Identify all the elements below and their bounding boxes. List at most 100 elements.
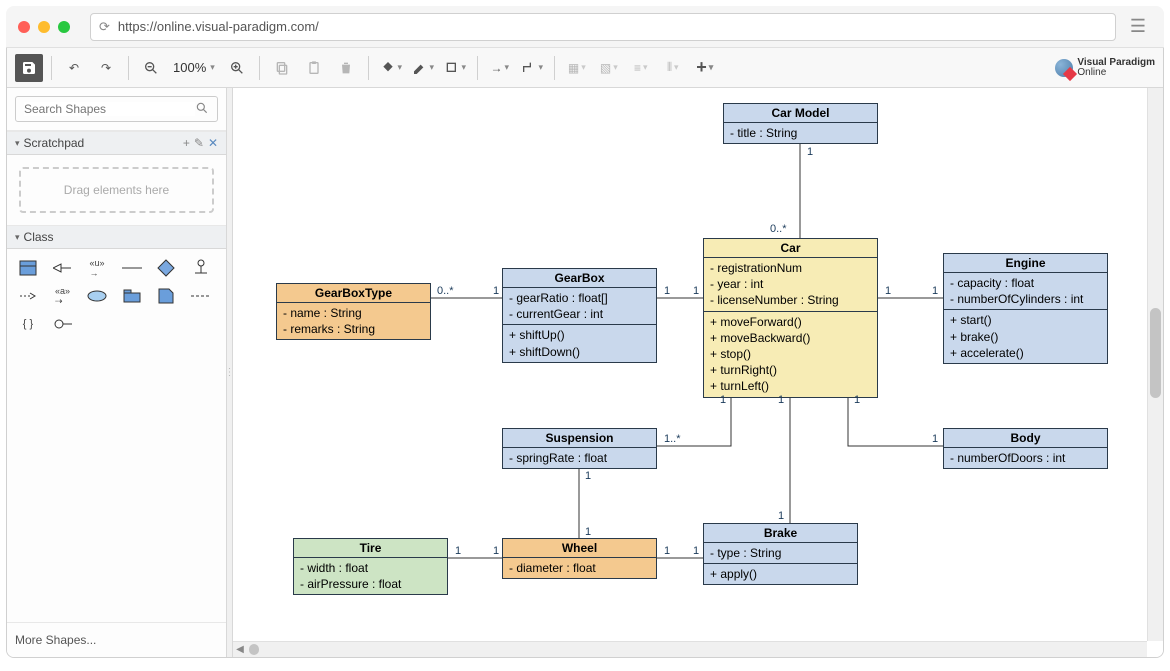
browser-chrome: ⟳ https://online.visual-paradigm.com/ ☰ [6, 6, 1164, 48]
class-palette-header[interactable]: ▾ Class [7, 225, 226, 249]
save-button[interactable] [15, 54, 43, 82]
search-shapes-input[interactable] [15, 96, 218, 122]
multiplicity-label: 1 [491, 545, 501, 557]
class-attribute: - springRate : float [509, 450, 650, 466]
shadow-button[interactable] [441, 54, 469, 82]
uml-class-gearboxtype[interactable]: GearBoxType- name : String- remarks : St… [276, 283, 431, 340]
palette-realization-icon[interactable]: «a»⇢ [52, 287, 74, 305]
sidebar: ▾ Scratchpad + ✎ ✕ Drag elements here ▾ … [7, 88, 227, 657]
scratchpad-header[interactable]: ▾ Scratchpad + ✎ ✕ [7, 131, 226, 155]
to-back-button[interactable]: ▧ [595, 54, 623, 82]
class-attribute: - numberOfDoors : int [950, 450, 1101, 466]
multiplicity-label: 0..* [435, 285, 456, 297]
palette-diamond-icon[interactable] [155, 259, 177, 277]
palette-interface-icon[interactable] [190, 259, 212, 277]
menu-icon[interactable]: ☰ [1124, 13, 1152, 41]
fill-color-button[interactable] [377, 54, 405, 82]
close-icon[interactable]: ✕ [208, 136, 218, 150]
multiplicity-label: 1 [930, 433, 940, 445]
add-button[interactable]: + [691, 54, 719, 82]
class-title: Suspension [503, 429, 656, 448]
class-title: Brake [704, 524, 857, 543]
close-window[interactable] [18, 21, 30, 33]
horizontal-scrollbar[interactable]: ◀ [233, 641, 1147, 657]
palette-lollipop-icon[interactable] [52, 315, 74, 333]
undo-button[interactable]: ↶ [60, 54, 88, 82]
chevron-down-icon: ▾ [15, 138, 20, 149]
class-title: Tire [294, 539, 447, 558]
url-bar[interactable]: ⟳ https://online.visual-paradigm.com/ [90, 13, 1116, 41]
logo: Visual ParadigmOnline [1055, 58, 1155, 78]
window-controls [18, 21, 70, 33]
search-icon [195, 101, 209, 118]
copy-button[interactable] [268, 54, 296, 82]
class-title: GearBoxType [277, 284, 430, 303]
uml-class-car[interactable]: Car- registrationNum- year : int- licens… [703, 238, 878, 398]
class-title: Body [944, 429, 1107, 448]
class-title: Wheel [503, 539, 656, 558]
class-attribute: - registrationNum [710, 260, 871, 276]
class-title: Engine [944, 254, 1107, 273]
vertical-scrollbar[interactable] [1147, 88, 1163, 641]
scroll-left-icon[interactable]: ◀ [233, 642, 247, 657]
uml-class-suspension[interactable]: Suspension - springRate : float [502, 428, 657, 469]
scratchpad-dropzone[interactable]: Drag elements here [19, 167, 214, 213]
to-front-button[interactable]: ▦ [563, 54, 591, 82]
uml-class-carmodel[interactable]: Car Model - title : String [723, 103, 878, 144]
class-operation: + shiftDown() [509, 344, 650, 360]
uml-class-gearbox[interactable]: GearBox- gearRatio : float[]- currentGea… [502, 268, 657, 363]
palette-line-icon[interactable] [121, 259, 143, 277]
multiplicity-label: 1 [930, 285, 940, 297]
palette-class-icon[interactable] [17, 259, 39, 277]
multiplicity-label: 1 [583, 526, 593, 538]
zoom-out-button[interactable] [137, 54, 165, 82]
chevron-down-icon: ▾ [15, 232, 20, 243]
distribute-button[interactable]: ⫴ [659, 54, 687, 82]
multiplicity-label: 1 [662, 545, 672, 557]
class-attribute: - remarks : String [283, 321, 424, 337]
maximize-window[interactable] [58, 21, 70, 33]
line-color-button[interactable] [409, 54, 437, 82]
class-operation: + brake() [950, 329, 1101, 345]
palette-generalization-icon[interactable] [52, 259, 74, 277]
url-text: https://online.visual-paradigm.com/ [118, 19, 319, 34]
class-attribute: - gearRatio : float[] [509, 290, 650, 306]
more-shapes-link[interactable]: More Shapes... [7, 622, 226, 657]
waypoint-button[interactable] [518, 54, 546, 82]
palette-dependency-icon[interactable] [17, 287, 39, 305]
uml-class-tire[interactable]: Tire- width : float- airPressure : float [293, 538, 448, 595]
connector-style-button[interactable]: → [486, 54, 514, 82]
palette-package-icon[interactable] [121, 287, 143, 305]
class-title: Car Model [724, 104, 877, 123]
add-icon[interactable]: + [183, 136, 190, 150]
edit-icon[interactable]: ✎ [194, 136, 204, 150]
class-operation: + turnLeft() [710, 378, 871, 394]
class-title: GearBox [503, 269, 656, 288]
uml-class-body[interactable]: Body - numberOfDoors : int [943, 428, 1108, 469]
minimize-window[interactable] [38, 21, 50, 33]
multiplicity-label: 1 [691, 545, 701, 557]
zoom-level[interactable]: 100% [169, 60, 219, 75]
palette-constraint-icon[interactable]: { } [17, 315, 39, 333]
uml-class-engine[interactable]: Engine- capacity : float- numberOfCylind… [943, 253, 1108, 364]
multiplicity-label: 1 [662, 285, 672, 297]
delete-button[interactable] [332, 54, 360, 82]
class-operation: + apply() [710, 566, 851, 582]
zoom-in-button[interactable] [223, 54, 251, 82]
class-attribute: - numberOfCylinders : int [950, 291, 1101, 307]
reload-icon[interactable]: ⟳ [99, 19, 110, 35]
multiplicity-label: 1..* [662, 433, 683, 445]
canvas-area: Car Model - title : String Car- registrati… [233, 88, 1163, 657]
palette-usage-icon[interactable]: «u»→ [86, 259, 108, 277]
diagram-canvas[interactable]: Car Model - title : String Car- registrati… [233, 88, 1147, 641]
palette-dashed-icon[interactable] [190, 287, 212, 305]
uml-class-brake[interactable]: Brake- type : String+ apply() [703, 523, 858, 585]
palette-usecase-icon[interactable] [86, 287, 108, 305]
align-button[interactable]: ≡ [627, 54, 655, 82]
redo-button[interactable]: ↷ [92, 54, 120, 82]
class-attribute: - title : String [730, 125, 871, 141]
palette-note-icon[interactable] [155, 287, 177, 305]
uml-class-wheel[interactable]: Wheel- diameter : float [502, 538, 657, 579]
class-operation: + shiftUp() [509, 327, 650, 343]
paste-button[interactable] [300, 54, 328, 82]
